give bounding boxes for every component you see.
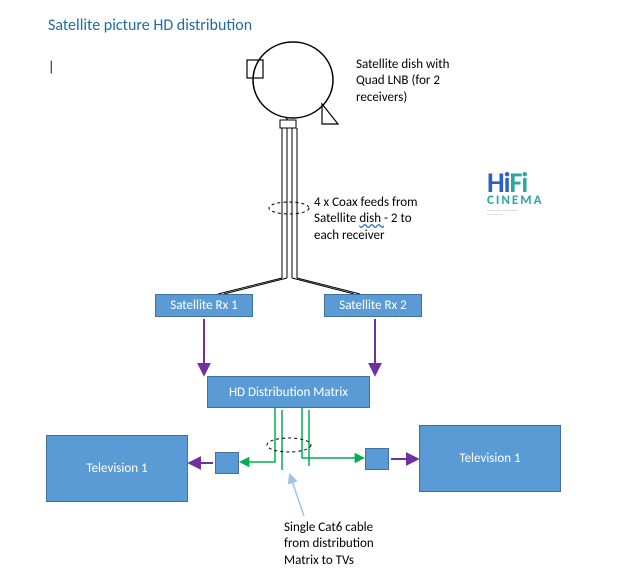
coax-ring xyxy=(269,202,309,214)
television-left-box: Television 1 xyxy=(46,435,188,502)
hifi-cinema-logo: HiFi CINEMA ──── ─── ──── ───── ─── ── xyxy=(487,170,544,218)
hd-matrix-box: HD Distribution Matrix xyxy=(207,376,370,408)
logo-tagline: ──── ─── ──── ───── ─── ── xyxy=(487,210,544,218)
dish-label: Satellite dish with Quad LNB (for 2 rece… xyxy=(356,57,506,106)
cat6-right-down xyxy=(302,408,363,458)
cat6-label-pointer xyxy=(290,475,304,516)
dish-base xyxy=(322,104,338,124)
text-cursor: | xyxy=(48,58,54,75)
cat6-ring xyxy=(267,438,311,452)
page-title: Satellite picture HD distribution xyxy=(48,16,252,35)
coax-label: 4 x Coax feeds from Satellite dish - 2 t… xyxy=(314,195,474,244)
satellite-rx-2-box: Satellite Rx 2 xyxy=(324,294,422,317)
dish-ellipse xyxy=(253,42,333,118)
coax-label-wavy: dish xyxy=(359,211,384,226)
logo-cinema: CINEMA xyxy=(487,193,544,208)
dish-connector-rect xyxy=(247,60,263,78)
television-right-box: Television 1 xyxy=(419,425,561,492)
lnb-rect xyxy=(280,120,296,128)
cat6-left-down xyxy=(241,408,275,462)
small-box-right xyxy=(365,448,389,470)
small-box-left xyxy=(215,452,239,474)
satellite-rx-1-box: Satellite Rx 1 xyxy=(155,294,253,317)
cat6-label: Single Cat6 cable from distribution Matr… xyxy=(284,520,434,569)
